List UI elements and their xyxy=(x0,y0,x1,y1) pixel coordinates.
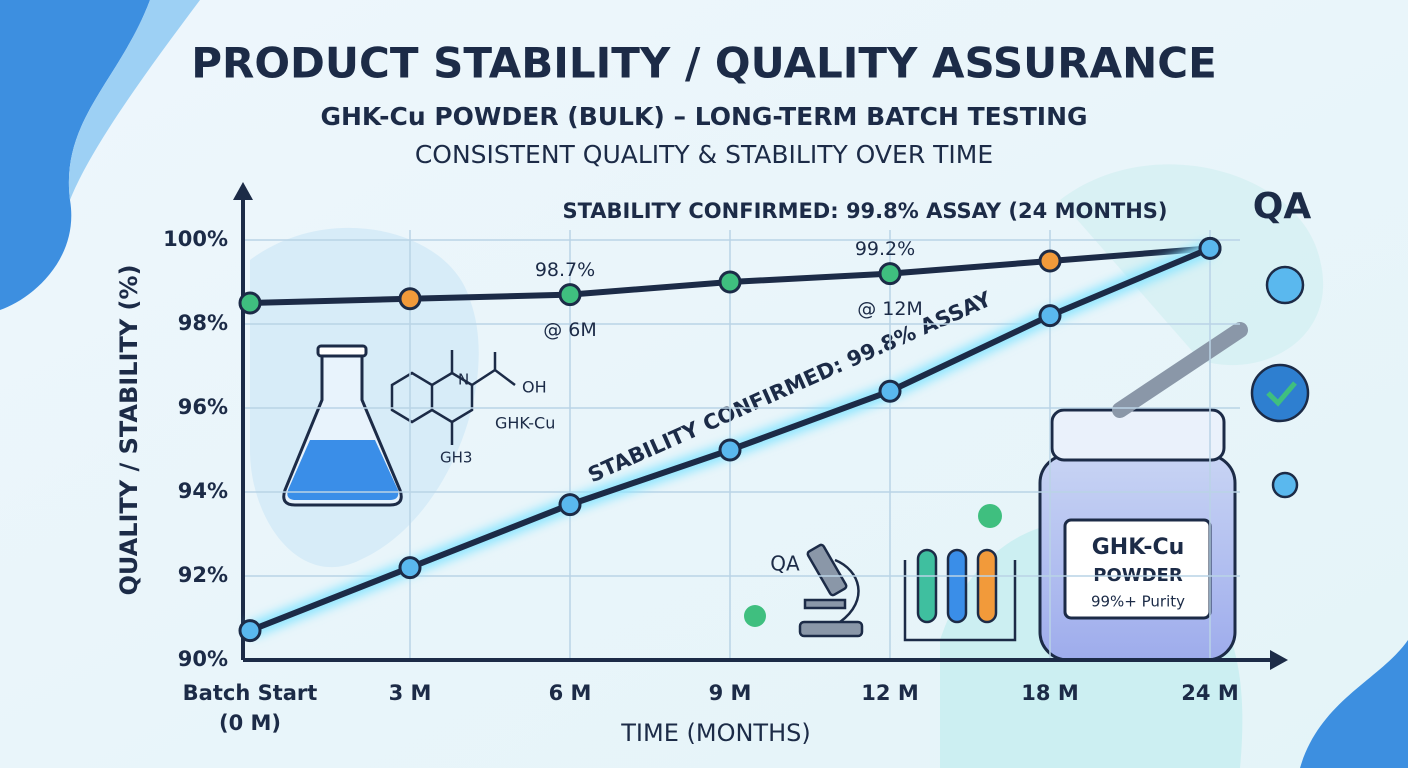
annotation: STABILITY CONFIRMED: 99.8% ASSAY (24 MON… xyxy=(562,199,1167,223)
annotation: @ 12M xyxy=(857,298,923,320)
point xyxy=(1038,304,1062,328)
x-tick-label: 18 M xyxy=(1021,681,1079,705)
test-tubes xyxy=(903,548,1017,642)
point xyxy=(398,287,422,311)
point xyxy=(718,438,742,462)
x-tick-label: 6 M xyxy=(548,681,592,705)
microscope-label: QA xyxy=(770,552,800,576)
point xyxy=(238,619,262,643)
annotation: @ 6M xyxy=(543,319,597,341)
x-axis-arrow xyxy=(1270,650,1288,670)
point xyxy=(878,379,902,403)
y-tick-label: 100% xyxy=(163,227,228,251)
data-label: 98.7% xyxy=(535,259,595,281)
y-tick-label: 94% xyxy=(178,479,228,503)
microscope xyxy=(798,543,864,638)
x-tick-label: 24 M xyxy=(1181,681,1239,705)
molecule-text: OH xyxy=(522,378,547,397)
blob xyxy=(0,0,150,310)
y-tick-label: 96% xyxy=(178,395,228,419)
x-tick-label: 9 M xyxy=(708,681,752,705)
molecule-text: GHK-Cu xyxy=(495,414,555,433)
plot-area: 90% 92% 94% 96% 98% 100% 98.7% 99.2% @ 6M @ 12M xyxy=(163,182,1288,671)
blob xyxy=(1300,640,1408,768)
x-tick-label: Batch Start (0 M) xyxy=(182,681,318,735)
check xyxy=(978,504,1002,528)
x-axis-label: TIME (MONTHS) xyxy=(620,719,810,747)
point xyxy=(558,283,582,307)
point xyxy=(1198,236,1222,260)
y-tick-label: 90% xyxy=(178,647,228,671)
blob xyxy=(68,0,201,200)
x-tick-label: 12 M xyxy=(861,681,919,705)
subtitle: GHK-Cu POWDER (BULK) – LONG-TERM BATCH T… xyxy=(320,102,1087,131)
x-tick-label: 3 M xyxy=(388,681,432,705)
point xyxy=(1038,249,1062,273)
jar xyxy=(1038,322,1248,662)
point xyxy=(718,270,742,294)
subtitle: CONSISTENT QUALITY & STABILITY OVER TIME xyxy=(415,140,993,169)
flask xyxy=(282,344,403,507)
point xyxy=(878,262,902,286)
point xyxy=(558,493,582,517)
y-axis-arrow xyxy=(233,182,253,200)
molecule xyxy=(390,350,516,445)
molecule-text: GH3 xyxy=(440,449,472,467)
jar-label: 99%+ Purity xyxy=(1091,593,1185,611)
point xyxy=(238,291,262,315)
y-tick-label: 92% xyxy=(178,563,228,587)
qa-badge: QA xyxy=(1253,186,1312,227)
point xyxy=(398,556,422,580)
molecule-text: N xyxy=(458,371,469,389)
y-axis-label: QUALITY / STABILITY (%) xyxy=(115,264,143,595)
title: PRODUCT STABILITY / QUALITY ASSURANCE xyxy=(191,39,1217,88)
jar-label: GHK-Cu xyxy=(1092,535,1185,560)
icons xyxy=(1250,265,1310,499)
data-label: 99.2% xyxy=(855,238,915,260)
check xyxy=(744,605,766,627)
y-tick-label: 98% xyxy=(178,311,228,335)
